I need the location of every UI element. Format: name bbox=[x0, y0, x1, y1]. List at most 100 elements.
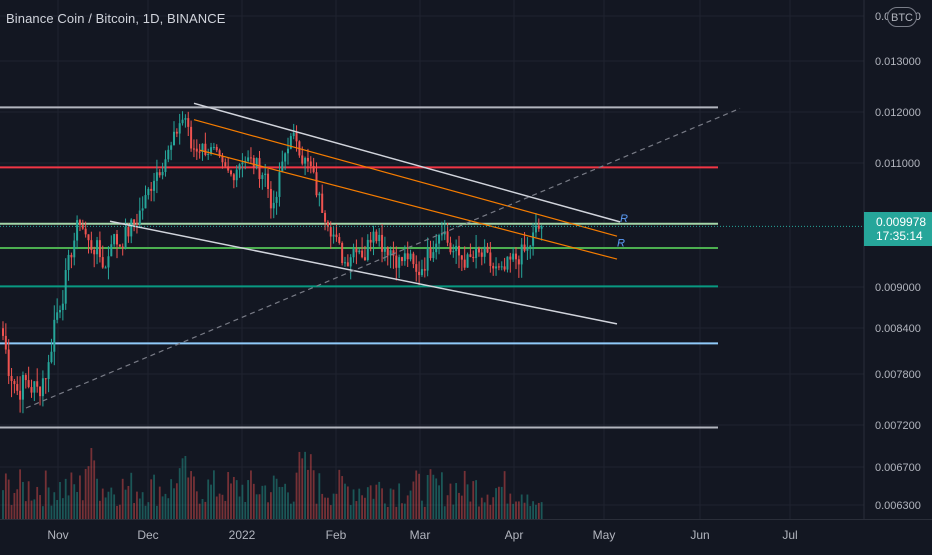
trendline-orange-upper[interactable] bbox=[193, 119, 618, 237]
candle-body bbox=[429, 248, 432, 259]
candle-body bbox=[249, 157, 252, 159]
candle-body bbox=[175, 131, 178, 134]
trendline-lower-channel[interactable] bbox=[109, 220, 618, 325]
candle-body bbox=[312, 166, 315, 173]
volume-bar bbox=[156, 505, 158, 519]
volume-bar bbox=[520, 494, 523, 519]
volume-bar bbox=[529, 506, 532, 519]
volume-bar bbox=[375, 484, 378, 519]
candle-body bbox=[53, 319, 56, 352]
candle-body bbox=[264, 173, 267, 176]
volume-bar bbox=[230, 483, 232, 519]
volume-bar bbox=[130, 472, 133, 519]
symbol-title[interactable]: Binance Coin / Bitcoin, 1D, BINANCE bbox=[6, 11, 226, 26]
candle-body bbox=[275, 196, 278, 203]
candle-body bbox=[349, 257, 352, 267]
candle-body bbox=[383, 247, 386, 252]
volume-bar bbox=[452, 504, 455, 519]
volume-bar bbox=[258, 494, 261, 519]
volume-bar bbox=[352, 489, 355, 519]
volume-bar bbox=[270, 492, 272, 519]
volume-bar bbox=[30, 500, 33, 519]
trendline-orange-lower[interactable] bbox=[199, 149, 618, 260]
candle-body bbox=[207, 153, 210, 155]
candle-body bbox=[170, 145, 173, 150]
volume-bar bbox=[298, 451, 301, 519]
candle-body bbox=[218, 150, 221, 157]
volume-bar bbox=[107, 491, 110, 519]
volume-bar bbox=[443, 506, 446, 519]
candle-body bbox=[24, 375, 27, 381]
candle-body bbox=[372, 231, 375, 243]
volume-bar bbox=[133, 503, 135, 519]
candle-body bbox=[529, 245, 532, 247]
currency-badge[interactable]: BTC bbox=[887, 7, 917, 27]
volume-bar bbox=[252, 483, 255, 519]
candle-body bbox=[241, 162, 244, 165]
price-tick-label: 0.009000 bbox=[875, 282, 921, 294]
volume-bar bbox=[264, 485, 267, 519]
candle-body bbox=[480, 252, 483, 257]
volume-bar bbox=[210, 484, 212, 519]
candle-body bbox=[133, 219, 136, 224]
volume-bar bbox=[121, 478, 124, 519]
volume-bar bbox=[90, 448, 93, 519]
candle-body bbox=[532, 232, 535, 246]
volume-bar bbox=[267, 502, 269, 519]
volume-bar bbox=[64, 478, 67, 519]
time-tick-label: Dec bbox=[137, 528, 158, 542]
candle-body bbox=[295, 132, 298, 142]
candle-body bbox=[269, 188, 272, 209]
candle-body bbox=[98, 240, 101, 258]
candle-body bbox=[44, 378, 47, 380]
volume-bar bbox=[184, 455, 187, 519]
time-axis[interactable]: Nov Dec 2022 Feb Mar Apr May Jun Jul bbox=[47, 528, 797, 542]
volume-bar bbox=[284, 483, 287, 519]
candle-body bbox=[224, 162, 227, 167]
candle-body bbox=[466, 254, 469, 268]
volume-bar bbox=[315, 503, 318, 519]
volume-bar bbox=[213, 470, 215, 519]
candle-body bbox=[278, 172, 281, 197]
volume-bar bbox=[458, 492, 460, 519]
volume-bar bbox=[190, 471, 192, 519]
candle-body bbox=[21, 375, 24, 400]
price-axis[interactable]: 0.013000 0.012000 0.011000 0.009000 0.008400… bbox=[875, 11, 921, 512]
volume-bar bbox=[261, 485, 264, 519]
candle-body bbox=[335, 234, 338, 238]
volume-bar bbox=[224, 500, 227, 519]
volume-bar bbox=[250, 470, 252, 519]
volume-bar bbox=[81, 500, 84, 519]
volume-bar bbox=[218, 493, 221, 519]
candle-body bbox=[332, 234, 335, 237]
volume-bar bbox=[161, 496, 164, 519]
candle-body bbox=[130, 219, 133, 237]
volume-bar bbox=[406, 495, 409, 519]
volume-bar bbox=[198, 503, 201, 519]
candle-body bbox=[517, 259, 520, 265]
candle-body bbox=[475, 247, 478, 259]
candle-body bbox=[395, 255, 398, 268]
volume-bar bbox=[492, 497, 495, 519]
candle-body bbox=[153, 180, 156, 191]
trendline-upper-channel[interactable] bbox=[193, 102, 621, 223]
candle-body bbox=[147, 188, 150, 196]
candle-body bbox=[369, 239, 372, 243]
volume-bar bbox=[96, 478, 98, 519]
volume-bar bbox=[247, 480, 249, 519]
volume-bar bbox=[415, 470, 418, 519]
candle-body bbox=[412, 253, 415, 265]
candle-body bbox=[70, 254, 73, 258]
trendline-dashed-support[interactable] bbox=[25, 107, 741, 409]
volume-bar bbox=[67, 495, 70, 519]
candle-body bbox=[512, 253, 515, 260]
volume-bar bbox=[175, 483, 178, 519]
candle-body bbox=[486, 246, 489, 253]
trendlines[interactable] bbox=[25, 102, 741, 409]
volume-bar bbox=[372, 498, 375, 519]
time-tick-label: Nov bbox=[47, 528, 68, 542]
candle-body bbox=[78, 220, 81, 225]
candle-body bbox=[292, 132, 295, 137]
